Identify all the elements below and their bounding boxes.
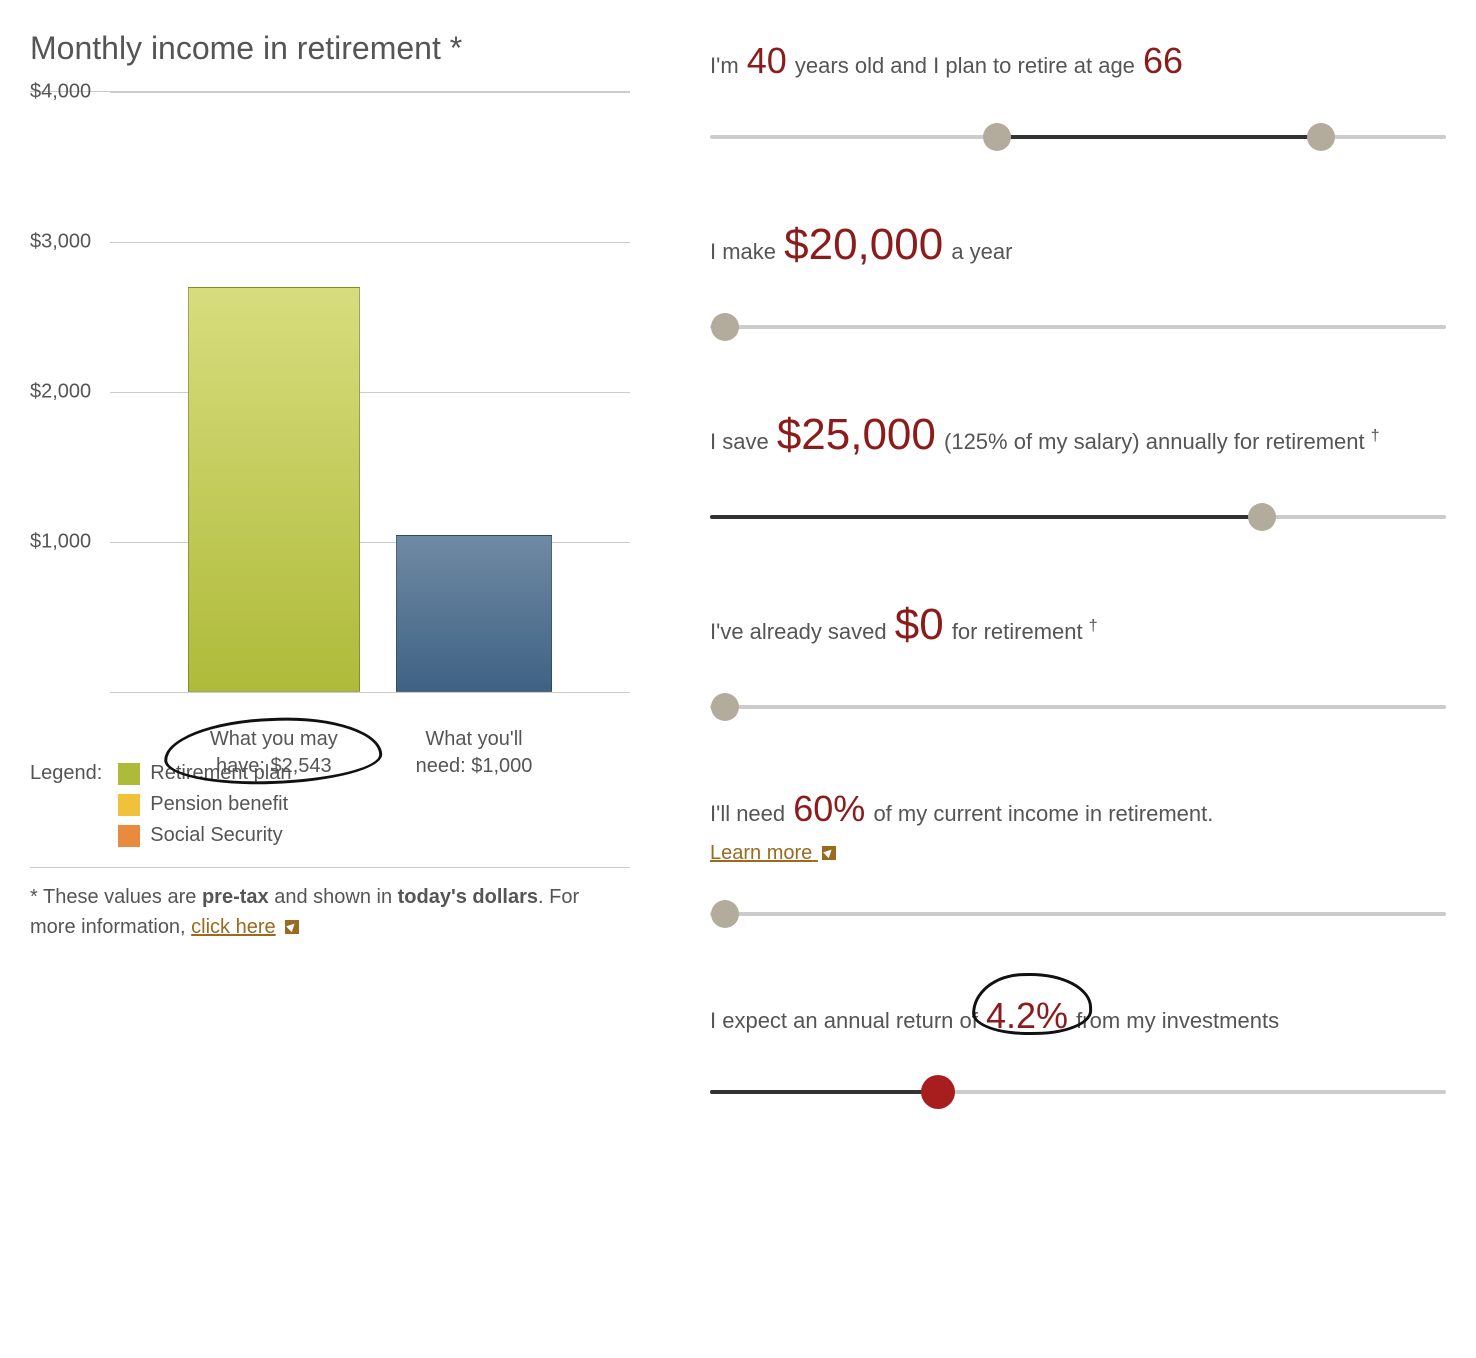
legend-swatch: [118, 763, 140, 785]
legend-item: Social Security: [118, 824, 291, 847]
y-tick-label: $3,000: [30, 231, 105, 254]
salary-slider-thumb[interactable]: [711, 313, 739, 341]
save-slider[interactable]: [710, 502, 1446, 532]
inputs-panel: I'm 40 years old and I plan to retire at…: [710, 30, 1446, 1127]
chart-panel: Monthly income in retirement * $4,000 $3…: [30, 30, 630, 1127]
legend-heading: Legend:: [30, 762, 102, 847]
bar-label-need: What you'llneed: $1,000: [374, 726, 574, 780]
return-slider[interactable]: [710, 1077, 1446, 1107]
bar-chart: $4,000 $3,000 $2,000 $1,000: [30, 92, 630, 692]
bars-container: [110, 92, 630, 692]
legend-item: Pension benefit: [118, 793, 291, 816]
slider-track: [710, 705, 1446, 709]
age-range-slider[interactable]: [710, 122, 1446, 152]
footnote-bold: pre-tax: [202, 886, 269, 908]
salary-value: $20,000: [782, 220, 945, 269]
bar-have: [188, 287, 360, 692]
salary-slider[interactable]: [710, 312, 1446, 342]
return-value: 4.2%: [984, 995, 1070, 1036]
retirement-calculator: Monthly income in retirement * $4,000 $3…: [0, 0, 1476, 1157]
bar-need: [396, 535, 552, 693]
chart-footnote: * These values are pre-tax and shown in …: [30, 882, 630, 942]
return-slider-thumb[interactable]: [921, 1075, 955, 1109]
legend-swatch: [118, 794, 140, 816]
saved-sentence: I've already saved $0 for retirement †: [710, 592, 1446, 658]
need-block: I'll need 60% of my current income in re…: [710, 782, 1446, 929]
slider-fill: [710, 515, 1262, 519]
save-block: I save $25,000 (125% of my salary) annua…: [710, 402, 1446, 532]
save-value: $25,000: [775, 410, 938, 459]
slider-fill: [710, 1090, 938, 1094]
need-pct-value: 60%: [791, 788, 867, 829]
y-tick-label: $1,000: [30, 531, 105, 554]
y-tick-label: $2,000: [30, 381, 105, 404]
save-slider-thumb[interactable]: [1248, 503, 1276, 531]
external-link-icon: [822, 846, 836, 860]
dagger-icon: †: [1371, 428, 1380, 445]
return-block: I expect an annual return of 4.2% from m…: [710, 989, 1446, 1107]
slider-track: [710, 912, 1446, 916]
slider-fill: [997, 135, 1321, 139]
need-sentence: I'll need 60% of my current income in re…: [710, 782, 1446, 836]
chart-plot-area: [110, 92, 630, 692]
footnote-link[interactable]: click here: [191, 916, 275, 938]
age-slider-thumb-low[interactable]: [983, 123, 1011, 151]
legend-label: Pension benefit: [150, 793, 288, 816]
dagger-icon: †: [1089, 618, 1098, 635]
slider-track: [710, 325, 1446, 329]
gridline: [110, 692, 630, 693]
age-slider-thumb-high[interactable]: [1307, 123, 1335, 151]
age-block: I'm 40 years old and I plan to retire at…: [710, 34, 1446, 152]
need-slider-thumb[interactable]: [711, 900, 739, 928]
save-pct-of-salary: 125% of my salary: [951, 429, 1132, 454]
age-sentence: I'm 40 years old and I plan to retire at…: [710, 34, 1446, 88]
return-sentence: I expect an annual return of 4.2% from m…: [710, 989, 1446, 1043]
bar-label-have: What you mayhave: $2,543: [174, 726, 374, 780]
salary-sentence: I make $20,000 a year: [710, 212, 1446, 278]
learn-more-link[interactable]: Learn more: [710, 842, 836, 865]
saved-block: I've already saved $0 for retirement †: [710, 592, 1446, 722]
save-sentence: I save $25,000 (125% of my salary) annua…: [710, 402, 1446, 468]
footnote-text: and shown in: [269, 886, 398, 908]
need-slider[interactable]: [710, 899, 1446, 929]
saved-value: $0: [893, 600, 946, 649]
retire-age-value: 66: [1141, 40, 1185, 81]
footnote-text: * These values are: [30, 886, 202, 908]
saved-slider[interactable]: [710, 692, 1446, 722]
legend-swatch: [118, 825, 140, 847]
divider: [30, 867, 630, 868]
saved-slider-thumb[interactable]: [711, 693, 739, 721]
external-link-icon: [285, 920, 299, 934]
salary-block: I make $20,000 a year: [710, 212, 1446, 342]
chart-title: Monthly income in retirement *: [30, 30, 630, 67]
current-age-value: 40: [745, 40, 789, 81]
legend-label: Social Security: [150, 824, 282, 847]
footnote-bold: today's dollars: [398, 886, 538, 908]
y-tick-label: $4,000: [30, 81, 105, 104]
